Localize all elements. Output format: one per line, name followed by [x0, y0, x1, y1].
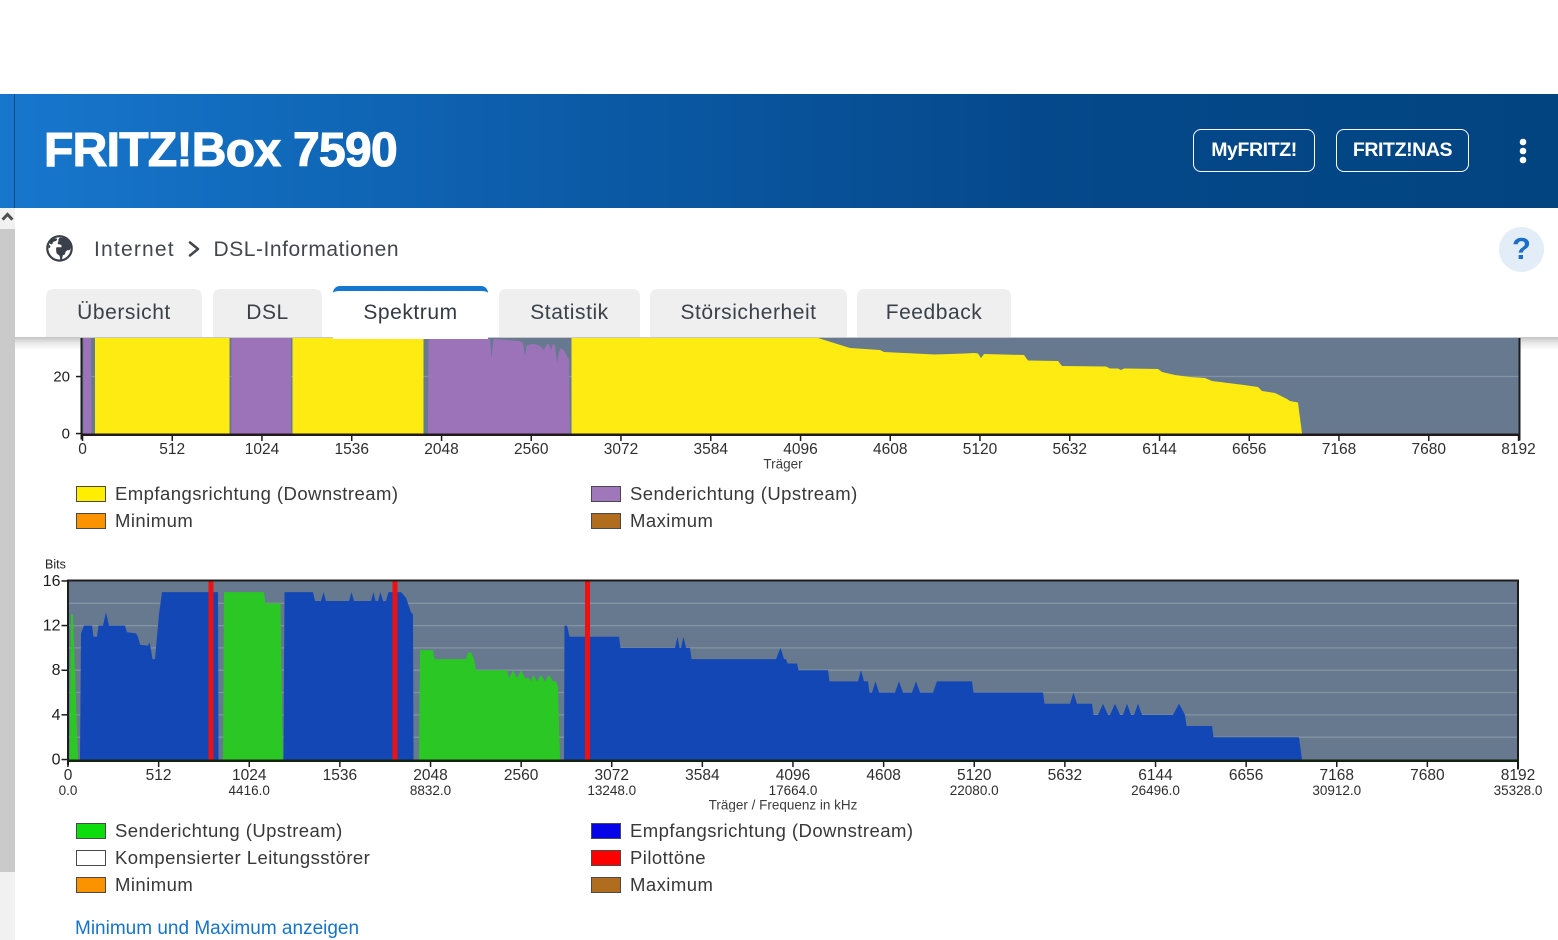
svg-text:4608: 4608 [866, 767, 900, 784]
svg-text:30912.0: 30912.0 [1312, 783, 1361, 798]
svg-text:4608: 4608 [873, 441, 907, 458]
svg-text:22080.0: 22080.0 [950, 783, 999, 798]
svg-text:2560: 2560 [504, 767, 539, 784]
svg-text:13248.0: 13248.0 [587, 783, 636, 798]
svg-text:6656: 6656 [1229, 767, 1263, 784]
svg-text:512: 512 [146, 767, 172, 784]
svg-text:3584: 3584 [685, 767, 720, 784]
svg-text:5632: 5632 [1053, 441, 1087, 458]
svg-text:1536: 1536 [335, 441, 369, 458]
svg-text:6144: 6144 [1138, 767, 1173, 784]
svg-text:4416.0: 4416.0 [229, 783, 270, 798]
svg-text:7680: 7680 [1410, 767, 1445, 784]
svg-text:5120: 5120 [957, 767, 992, 784]
svg-text:1536: 1536 [323, 767, 357, 784]
svg-text:8832.0: 8832.0 [410, 783, 451, 798]
svg-text:8192: 8192 [1501, 441, 1535, 458]
svg-text:7168: 7168 [1320, 767, 1354, 784]
svg-text:7168: 7168 [1322, 441, 1356, 458]
svg-text:4: 4 [52, 707, 61, 724]
svg-text:20: 20 [53, 369, 70, 386]
svg-text:Träger / Frequenz in kHz: Träger / Frequenz in kHz [709, 798, 858, 813]
svg-text:0: 0 [62, 426, 70, 443]
svg-text:2048: 2048 [424, 441, 458, 458]
svg-text:0: 0 [64, 767, 73, 784]
svg-text:3072: 3072 [604, 441, 638, 458]
svg-text:0.0: 0.0 [59, 783, 78, 798]
svg-text:35328.0: 35328.0 [1494, 783, 1543, 798]
svg-text:3072: 3072 [595, 767, 629, 784]
svg-text:7680: 7680 [1412, 441, 1447, 458]
svg-text:1024: 1024 [232, 767, 267, 784]
svg-text:0: 0 [78, 441, 87, 458]
svg-text:2560: 2560 [514, 441, 549, 458]
svg-text:Bits: Bits [45, 557, 66, 571]
svg-text:4096: 4096 [776, 767, 810, 784]
svg-text:2048: 2048 [413, 767, 447, 784]
svg-text:0: 0 [52, 752, 61, 769]
svg-text:8: 8 [52, 662, 61, 679]
svg-text:26496.0: 26496.0 [1131, 783, 1180, 798]
svg-text:4096: 4096 [783, 441, 817, 458]
svg-text:5120: 5120 [963, 441, 998, 458]
svg-text:3584: 3584 [694, 441, 729, 458]
svg-text:6656: 6656 [1232, 441, 1266, 458]
svg-text:1024: 1024 [245, 441, 280, 458]
svg-text:6144: 6144 [1142, 441, 1177, 458]
svg-text:Träger: Träger [763, 457, 803, 472]
svg-text:17664.0: 17664.0 [769, 783, 818, 798]
svg-text:512: 512 [159, 441, 185, 458]
svg-text:16: 16 [43, 573, 61, 590]
svg-text:5632: 5632 [1048, 767, 1082, 784]
svg-text:12: 12 [43, 618, 61, 635]
svg-text:8192: 8192 [1501, 767, 1535, 784]
